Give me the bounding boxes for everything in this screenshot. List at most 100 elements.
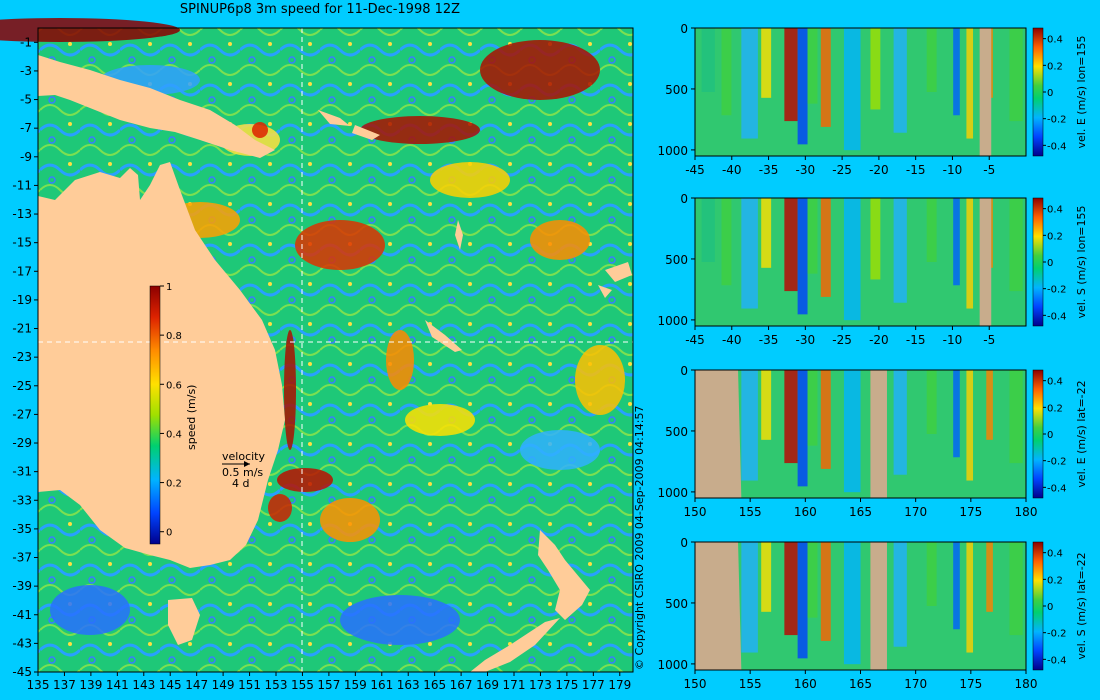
lat-tick-label: -5 xyxy=(20,93,32,107)
section-colorbar-tick-label: -0.2 xyxy=(1047,115,1067,126)
section-colorbar-tick-label: -0.4 xyxy=(1047,655,1067,666)
section-feature xyxy=(1009,198,1023,292)
section-colorbar-label: vel. E (m/s) lon=155 xyxy=(1075,36,1088,149)
section-y-tick-label: 1000 xyxy=(657,144,688,158)
section-land xyxy=(695,542,742,670)
section-x-tick-label: -5 xyxy=(983,163,995,177)
section-x-tick-label: 155 xyxy=(739,505,762,519)
lat-tick-label: -9 xyxy=(20,150,32,164)
section-x-tick-label: -10 xyxy=(943,333,963,347)
lat-tick-label: -37 xyxy=(12,551,32,565)
section-y-tick-label: 500 xyxy=(665,597,688,611)
speed-features xyxy=(0,18,625,645)
speed-feature xyxy=(284,330,296,450)
section-colorbar-tick-label: 0.4 xyxy=(1047,549,1063,560)
section-x-tick-label: 170 xyxy=(904,677,927,691)
speed-feature xyxy=(480,40,600,100)
section-feature xyxy=(953,370,960,458)
section-feature xyxy=(807,370,818,446)
section-x-tick-label: -25 xyxy=(832,333,852,347)
section-colorbar-tick-label: -0.4 xyxy=(1047,141,1067,152)
lat-tick-label: -39 xyxy=(12,579,32,593)
lon-tick-label: 173 xyxy=(529,678,552,692)
lat-tick-label: -33 xyxy=(12,493,32,507)
lat-tick-label: -29 xyxy=(12,436,32,450)
colorbar-tick-label: 0.4 xyxy=(166,429,182,440)
colorbar-tick-label: 1 xyxy=(166,282,172,293)
section-panel-S-lat22: 150 155 160 165 170 175 180 0 500 1000 0.4 0.2 0 -0.2… xyxy=(657,536,1088,691)
section-x-tick-label: -15 xyxy=(906,333,926,347)
section-colorbar xyxy=(1032,369,1044,499)
section-colorbar-tick-label: 0 xyxy=(1047,258,1053,269)
speed-colorbar-ticks: 1 0.8 0.6 0.4 0.2 0 xyxy=(160,282,182,539)
section-panels: -45 -40 -35 -30 -25 -20 -15 -10 -5 0 500 1000 0.4 0.2… xyxy=(657,22,1088,691)
lat-tick-label: -23 xyxy=(12,350,32,364)
section-feature xyxy=(797,542,808,659)
section-feature xyxy=(807,28,818,104)
lon-tick-label: 167 xyxy=(450,678,473,692)
land-new-guinea xyxy=(38,55,275,158)
section-feature xyxy=(721,198,732,286)
section-feature xyxy=(1009,370,1023,464)
section-x-tick-label: 155 xyxy=(739,677,762,691)
section-feature xyxy=(926,28,937,92)
section-x-tick-label: -20 xyxy=(869,163,889,177)
section-colorbar-tick-label: 0.2 xyxy=(1047,575,1063,586)
lon-tick-label: 151 xyxy=(238,678,261,692)
section-x-tick-label: -5 xyxy=(983,333,995,347)
section-x-tick-label: -40 xyxy=(722,163,742,177)
section-x-tick-label: -40 xyxy=(722,333,742,347)
section-colorbar xyxy=(1032,541,1044,671)
lon-tick-label: 163 xyxy=(397,678,420,692)
section-feature xyxy=(870,198,881,280)
section-x-tick-label: -25 xyxy=(832,163,852,177)
land-australia xyxy=(38,162,285,568)
section-colorbar-tick-label: 0.4 xyxy=(1047,35,1063,46)
section-feature xyxy=(986,542,993,612)
section-feature xyxy=(807,542,818,618)
lat-tick-label: -25 xyxy=(12,379,32,393)
lat-tick-label: -31 xyxy=(12,465,32,479)
section-colorbar-label: vel. S (m/s) lon=155 xyxy=(1075,205,1088,318)
section-y-tick-label: 500 xyxy=(665,83,688,97)
section-feature xyxy=(820,542,831,641)
lon-tick-label: 157 xyxy=(317,678,340,692)
lat-tick-label: -13 xyxy=(12,207,32,221)
section-colorbar-tick-label: -0.4 xyxy=(1047,483,1067,494)
section-feature xyxy=(843,370,861,493)
section-colorbar-tick-label: 0 xyxy=(1047,602,1053,613)
section-colorbar-tick-label: 0.2 xyxy=(1047,403,1063,414)
speed-colorbar xyxy=(149,285,161,545)
section-feature xyxy=(820,370,831,469)
section-feature xyxy=(797,28,808,145)
page-title: SPINUP6p8 3m speed for 11-Dec-1998 12Z xyxy=(179,2,461,17)
lon-tick-label: 137 xyxy=(53,678,76,692)
section-feature xyxy=(926,198,937,262)
land-masses xyxy=(38,55,632,672)
section-feature xyxy=(893,370,907,475)
section-feature xyxy=(986,370,993,440)
lon-tick-label: 149 xyxy=(212,678,235,692)
colorbar-tick-label: 0.6 xyxy=(166,380,182,391)
section-colorbar-tick-label: -0.4 xyxy=(1047,311,1067,322)
speed-feature xyxy=(360,116,480,144)
lon-tick-label: 143 xyxy=(132,678,155,692)
section-feature xyxy=(701,198,715,262)
section-feature xyxy=(721,28,732,116)
section-x-tick-label: 165 xyxy=(849,505,872,519)
colorbar-tick-label: 0.8 xyxy=(166,331,182,342)
section-feature xyxy=(843,198,861,321)
section-y-tick-label: 0 xyxy=(680,22,688,36)
section-feature xyxy=(820,28,831,127)
lat-tick-label: -41 xyxy=(12,608,32,622)
section-feature xyxy=(741,28,758,139)
section-feature xyxy=(843,28,861,151)
lon-tick-label: 179 xyxy=(608,678,631,692)
speed-colorbar-label: speed (m/s) xyxy=(185,385,198,450)
lon-tick-label: 139 xyxy=(79,678,102,692)
section-colorbar-tick-label: -0.2 xyxy=(1047,457,1067,468)
section-feature xyxy=(893,198,907,303)
lat-tick-label: -19 xyxy=(12,293,32,307)
speed-feature xyxy=(0,18,180,42)
section-feature xyxy=(761,542,772,612)
